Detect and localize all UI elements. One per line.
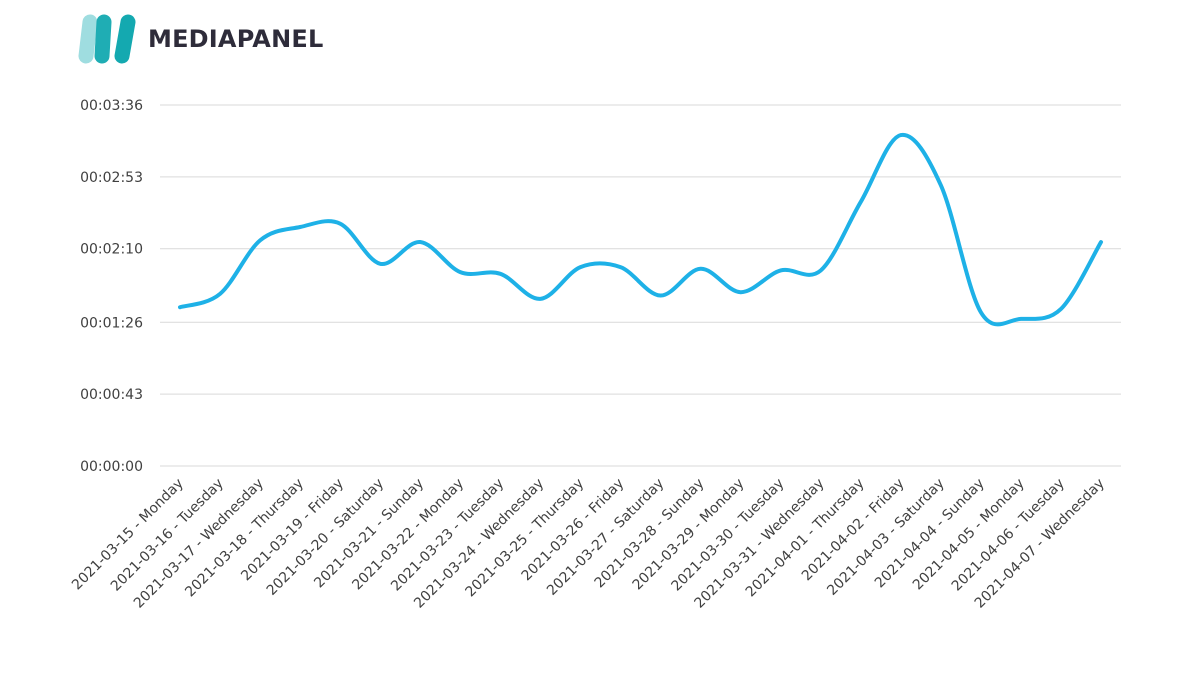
y-tick-label: 00:02:53 (80, 170, 143, 186)
y-tick-label: 00:01:26 (80, 315, 143, 331)
y-tick-label: 00:03:36 (80, 98, 143, 114)
y-tick-label: 00:00:43 (80, 387, 143, 403)
mediapanel-logo-icon (78, 14, 136, 64)
header: MEDIAPANEL (76, 14, 323, 64)
series (178, 133, 1103, 327)
y-tick-label: 00:00:00 (80, 459, 143, 475)
y-tick-label: 00:02:10 (80, 242, 143, 258)
y-axis-ticks: 00:00:00 00:00:43 00:01:26 00:02:10 00:02:53… (80, 98, 143, 475)
series-line (178, 133, 1103, 327)
brand-name: MEDIAPANEL (148, 25, 324, 53)
